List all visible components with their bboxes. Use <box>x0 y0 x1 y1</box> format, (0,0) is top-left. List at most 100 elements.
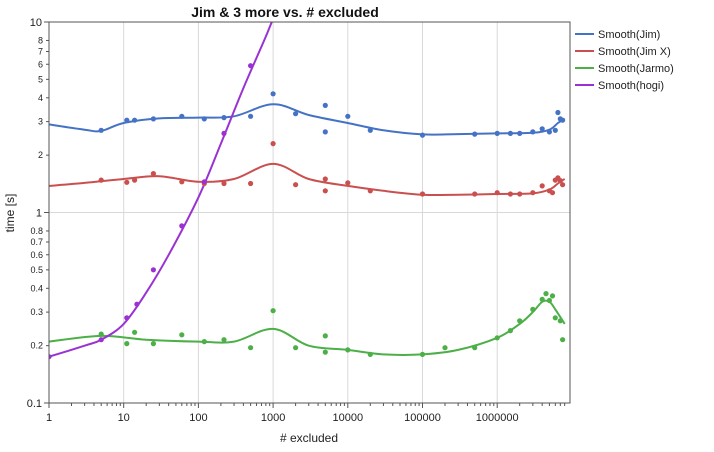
point-smooth-jarmo <box>345 347 351 353</box>
y-minor-tick-label: 6 <box>38 59 43 69</box>
x-axis-title: # excluded <box>280 431 338 445</box>
point-smooth-hogi <box>221 130 227 136</box>
point-smooth-jim <box>546 129 553 135</box>
point-smooth-jarmo <box>248 345 254 351</box>
point-smooth-jim <box>345 113 351 119</box>
point-smooth-jarmo <box>549 293 556 299</box>
point-smooth-jarmo <box>270 308 276 314</box>
data-points <box>49 63 566 360</box>
point-smooth-jim-x <box>560 182 566 188</box>
point-smooth-jarmo <box>494 335 500 341</box>
point-smooth-jarmo <box>543 291 549 297</box>
y-minor-tick-label: 5 <box>38 74 43 84</box>
point-smooth-jim-x <box>419 191 426 197</box>
point-smooth-jim-x <box>539 183 545 189</box>
point-smooth-jim-x <box>322 188 328 194</box>
point-smooth-jim <box>179 113 185 119</box>
point-smooth-hogi <box>49 354 52 360</box>
point-smooth-jim-x <box>557 178 563 184</box>
point-smooth-jim-x <box>132 177 138 183</box>
point-smooth-jarmo <box>132 329 138 335</box>
y-minor-tick-label: 7 <box>38 47 43 57</box>
point-smooth-jim <box>201 116 207 122</box>
point-smooth-jim-x <box>221 180 227 187</box>
point-smooth-jarmo <box>552 315 558 321</box>
point-smooth-jim-x <box>248 180 254 187</box>
point-smooth-jarmo <box>530 306 536 312</box>
y-tick-label: 1 <box>36 208 42 220</box>
point-smooth-jim <box>150 116 156 122</box>
chart-title: Jim & 3 more vs. # excluded <box>191 4 379 20</box>
point-smooth-jim-x <box>530 190 536 196</box>
point-smooth-jarmo <box>419 351 426 357</box>
legend-label-smooth-jarmo: Smooth(Jarmo) <box>598 63 674 75</box>
y-minor-tick-label: 2 <box>38 150 43 160</box>
legend-label-smooth-jim-x: Smooth(Jim X) <box>598 46 671 58</box>
point-smooth-jim-x <box>293 182 299 188</box>
point-smooth-jarmo <box>150 341 156 347</box>
point-smooth-jim <box>552 127 558 133</box>
point-smooth-jim <box>507 130 513 136</box>
point-smooth-hogi <box>124 315 130 321</box>
point-smooth-jim <box>560 117 566 123</box>
y-minor-tick-label: 0.5 <box>30 265 43 275</box>
point-smooth-jarmo <box>124 341 130 347</box>
x-tick-label: 1000 <box>261 412 285 424</box>
y-axis-ticks: 0.1 1 10 0.2 0.3 0.4 0.5 0.6 0.70.8 2 3 4 5 6 7 8 <box>27 17 49 410</box>
point-smooth-hogi <box>201 179 207 185</box>
x-tick-label: 1 <box>46 412 52 424</box>
point-smooth-jim <box>124 117 130 123</box>
point-smooth-jarmo <box>367 351 373 357</box>
point-smooth-jim <box>221 115 227 121</box>
point-smooth-hogi <box>248 63 254 69</box>
point-smooth-jarmo <box>293 345 299 351</box>
point-smooth-jarmo <box>539 296 545 302</box>
y-minor-tick-label: 0.4 <box>30 283 43 293</box>
point-smooth-jim-x <box>494 190 500 196</box>
point-smooth-jim <box>322 102 328 108</box>
point-smooth-jim-x <box>472 191 478 197</box>
point-smooth-hogi <box>179 223 185 229</box>
point-smooth-jim-x <box>507 191 513 197</box>
point-smooth-jim <box>322 129 328 135</box>
point-smooth-hogi <box>150 267 156 273</box>
point-smooth-jim <box>539 126 545 132</box>
x-tick-label: 10 <box>118 412 130 424</box>
point-smooth-jarmo <box>179 332 185 338</box>
point-smooth-jarmo <box>201 339 207 345</box>
x-tick-label: 10000 <box>333 412 364 424</box>
x-axis-ticks: 1 10 100 1000 10000 100000 1000000 <box>46 403 566 424</box>
y-tick-label: 10 <box>30 17 42 29</box>
y-minor-tick-label: 3 <box>38 117 43 127</box>
y-minor-tick-label: 0.7 <box>30 237 43 247</box>
point-smooth-jarmo <box>322 333 328 339</box>
x-tick-label: 1000000 <box>476 412 519 424</box>
point-smooth-jim <box>419 132 426 138</box>
point-smooth-jim <box>270 91 276 97</box>
point-smooth-jim-x <box>367 188 373 194</box>
point-smooth-jim-x <box>345 180 351 186</box>
point-smooth-jarmo <box>546 297 553 304</box>
point-smooth-jim <box>293 111 299 117</box>
point-smooth-jim <box>494 130 500 136</box>
point-smooth-jim <box>530 129 536 135</box>
point-smooth-jim <box>555 109 561 116</box>
point-smooth-jim <box>98 127 104 133</box>
legend: Smooth(Jim) Smooth(Jim X) Smooth(Jarmo) Smo… <box>575 29 674 92</box>
point-smooth-jarmo <box>98 331 104 337</box>
point-smooth-jarmo <box>221 337 227 343</box>
point-smooth-jarmo <box>442 345 448 351</box>
point-smooth-hogi <box>134 301 140 307</box>
curve-smooth-hogi <box>49 22 273 358</box>
y-tick-label: 0.1 <box>27 398 42 410</box>
y-minor-tick-label: 0.6 <box>30 250 43 260</box>
point-smooth-jim <box>517 130 523 136</box>
point-smooth-jarmo <box>557 318 563 324</box>
point-smooth-jarmo <box>322 349 328 355</box>
y-minor-tick-label: 0.2 <box>30 341 43 351</box>
point-smooth-jarmo <box>517 318 523 324</box>
point-smooth-jim-x <box>98 177 104 183</box>
point-smooth-jim <box>472 131 478 137</box>
point-smooth-jim-x <box>322 176 328 182</box>
